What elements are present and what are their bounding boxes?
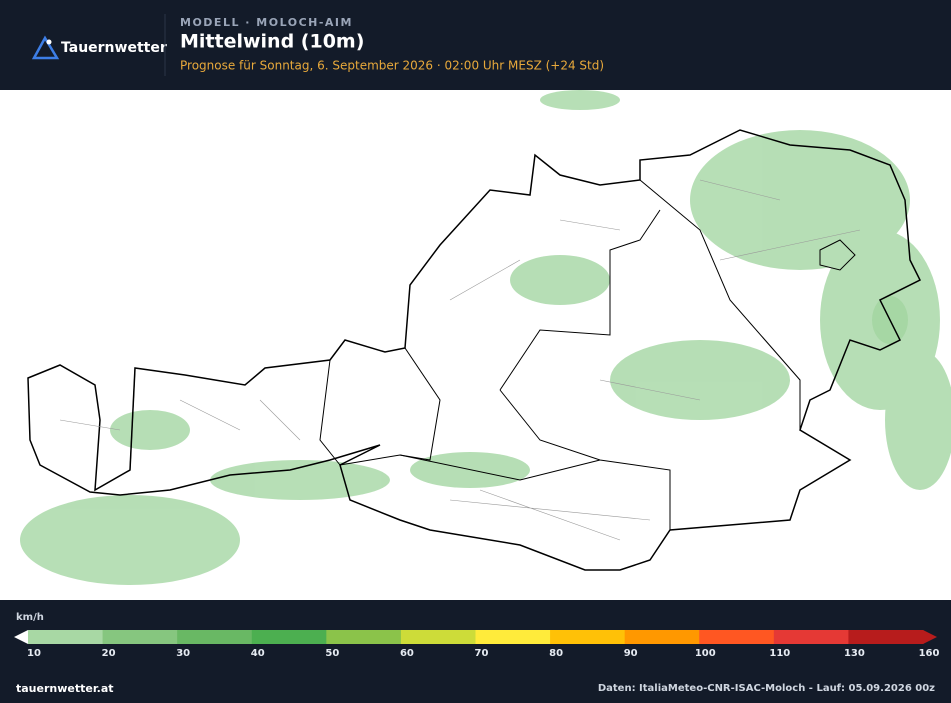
legend-swatch bbox=[475, 630, 551, 644]
legend-arrow-right bbox=[923, 630, 937, 644]
legend-swatch bbox=[550, 630, 626, 644]
model: MODELL · MOLOCH-AIM bbox=[180, 16, 353, 29]
legend-arrow-left bbox=[14, 630, 28, 644]
legend-stop-label: 90 bbox=[624, 648, 638, 659]
legend-swatch bbox=[102, 630, 178, 644]
logo bbox=[31, 35, 60, 60]
logo-dot bbox=[46, 39, 52, 45]
state-borders bbox=[129, 179, 856, 530]
legend-stop-label: 60 bbox=[400, 648, 414, 659]
legend-stop-label: 110 bbox=[769, 648, 790, 659]
legend: 10 20 30 40 50 60 70 80 90 100 110 130 160 bbox=[14, 630, 939, 659]
footer-site: tauernwetter.at bbox=[16, 682, 114, 695]
brand: Tauernwetter bbox=[61, 40, 167, 56]
legend-stop-label: 130 bbox=[844, 648, 865, 659]
legend-swatch bbox=[326, 630, 402, 644]
subtitle: Prognose für Sonntag, 6. September 2026 … bbox=[180, 59, 604, 73]
district-borders bbox=[59, 179, 861, 541]
legend-stop-label: 10 bbox=[27, 648, 41, 659]
header-bar bbox=[0, 0, 951, 90]
legend-stop-label: 100 bbox=[695, 648, 716, 659]
country-outline bbox=[27, 129, 922, 571]
legend-swatch bbox=[177, 630, 253, 644]
legend-stop-label: 70 bbox=[475, 648, 489, 659]
legend-swatch bbox=[624, 630, 700, 644]
legend-stop-label: 80 bbox=[549, 648, 563, 659]
wind-field bbox=[20, 90, 951, 585]
legend-stop-label: 20 bbox=[102, 648, 116, 659]
legend-unit: km/h bbox=[16, 612, 44, 623]
legend-swatch bbox=[848, 630, 924, 644]
legend-swatch bbox=[28, 630, 104, 644]
legend-swatch bbox=[699, 630, 775, 644]
footer-source: Daten: ItaliaMeteo-CNR-ISAC-Moloch - Lau… bbox=[598, 683, 935, 694]
legend-stop-label: 160 bbox=[919, 648, 940, 659]
title: Mittelwind (10m) bbox=[180, 31, 364, 53]
legend-swatch bbox=[773, 630, 849, 644]
legend-stop-label: 50 bbox=[325, 648, 339, 659]
legend-stop-label: 40 bbox=[251, 648, 265, 659]
legend-swatch bbox=[251, 630, 327, 644]
legend-swatch bbox=[400, 630, 476, 644]
legend-stop-label: 30 bbox=[176, 648, 190, 659]
